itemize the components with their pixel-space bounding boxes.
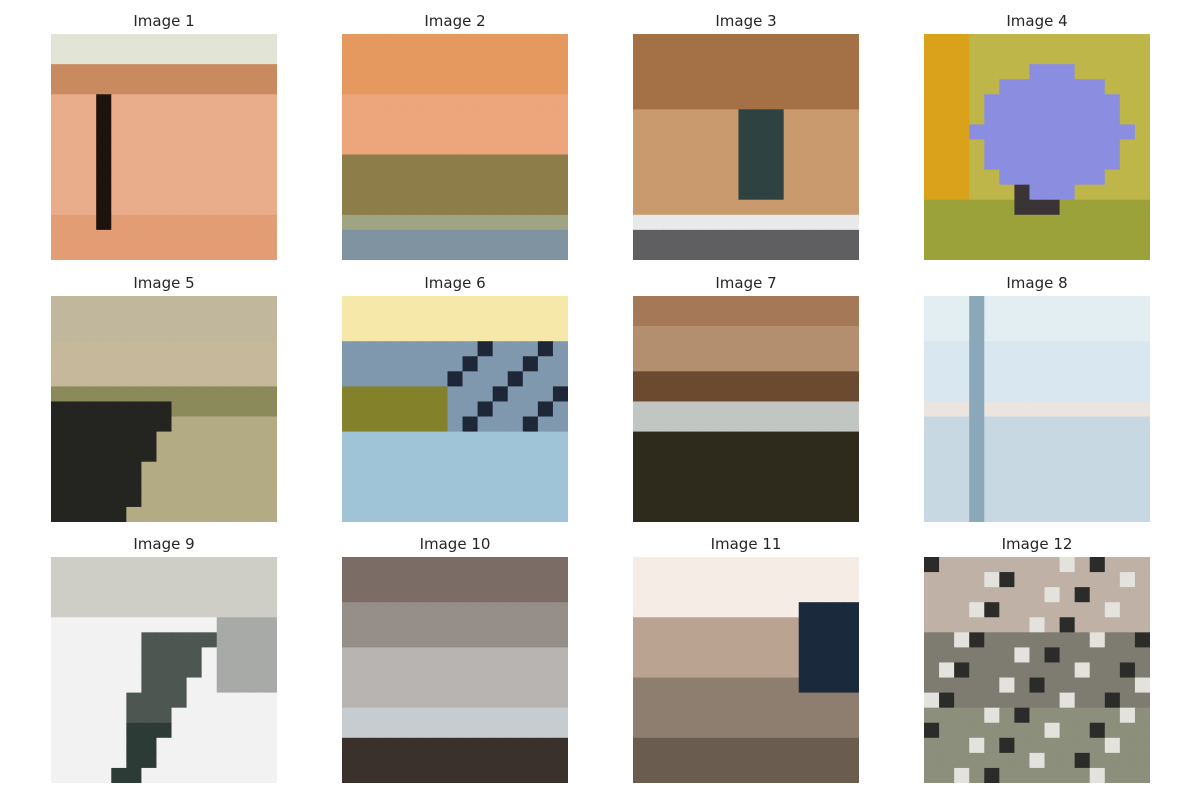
mosaic-image: [51, 296, 277, 522]
image-thumbnail: [51, 557, 277, 783]
image-title: Image 11: [710, 535, 782, 553]
image-title: Image 2: [424, 12, 486, 30]
mosaic-image: [924, 296, 1150, 522]
image-title: Image 6: [424, 274, 486, 292]
mosaic-image: [51, 557, 277, 783]
image-title: Image 8: [1006, 274, 1068, 292]
mosaic-image: [342, 557, 568, 783]
image-thumbnail: [633, 557, 859, 783]
mosaic-image: [633, 557, 859, 783]
image-thumbnail: [924, 557, 1150, 783]
image-thumbnail: [924, 296, 1150, 522]
image-thumbnail: [342, 557, 568, 783]
mosaic-image: [342, 296, 568, 522]
image-title: Image 3: [715, 12, 777, 30]
image-thumbnail: [51, 296, 277, 522]
image-title: Image 10: [419, 535, 491, 553]
mosaic-image: [633, 34, 859, 260]
image-title: Image 9: [133, 535, 195, 553]
image-title: Image 4: [1006, 12, 1068, 30]
image-title: Image 7: [715, 274, 777, 292]
image-title: Image 12: [1001, 535, 1073, 553]
image-thumbnail: [633, 34, 859, 260]
image-thumbnail: [342, 296, 568, 522]
mosaic-image: [633, 296, 859, 522]
image-title: Image 1: [133, 12, 195, 30]
image-thumbnail: [51, 34, 277, 260]
image-thumbnail: [342, 34, 568, 260]
mosaic-image: [342, 34, 568, 260]
mosaic-image: [924, 34, 1150, 260]
image-title: Image 5: [133, 274, 195, 292]
image-thumbnail: [924, 34, 1150, 260]
image-thumbnail: [633, 296, 859, 522]
mosaic-image: [51, 34, 277, 260]
mosaic-image: [924, 557, 1150, 783]
